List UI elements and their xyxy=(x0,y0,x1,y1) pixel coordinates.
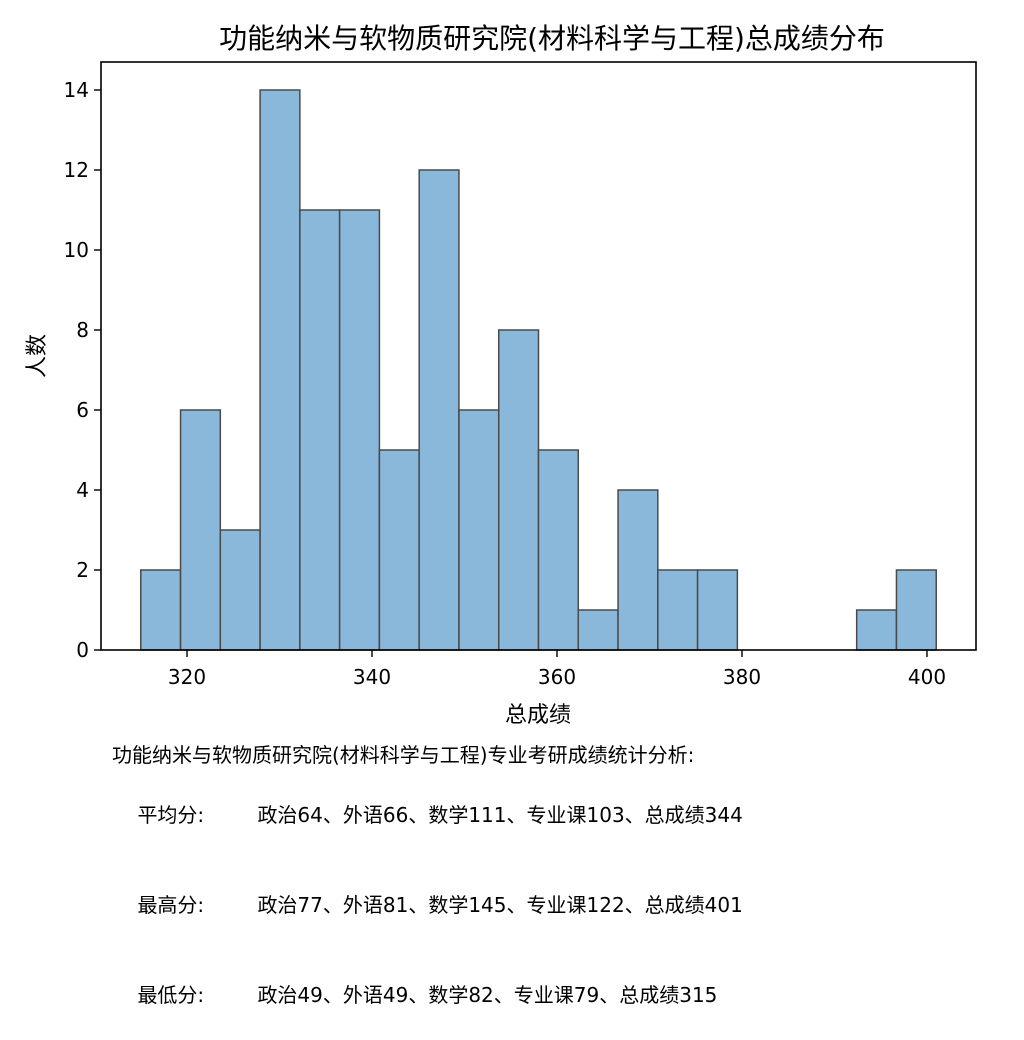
stats-values: 政治64、外语66、数学111、专业课103、总成绩344 xyxy=(257,803,743,827)
histogram-bar xyxy=(537,449,580,651)
histogram-chart: 功能纳米与软物质研究院(材料科学与工程)总成绩分布 320 340 360 380 40… xyxy=(25,22,977,728)
y-tick-label: 6 xyxy=(76,398,89,422)
y-tick-label: 8 xyxy=(76,318,89,342)
y-tick-label: 10 xyxy=(64,238,89,262)
histogram-bar xyxy=(696,569,739,651)
stats-row-max: 最高分: 政治77、外语81、数学145、专业课122、总成绩401 xyxy=(112,860,743,950)
x-tick-label: 360 xyxy=(538,665,576,689)
histogram-bar xyxy=(259,89,301,651)
y-tick-label: 4 xyxy=(76,478,89,502)
bars-group xyxy=(140,89,937,651)
x-axis-label: 总成绩 xyxy=(505,703,571,728)
histogram-bar xyxy=(418,169,460,651)
y-tick-label: 14 xyxy=(64,78,89,102)
plot-frame xyxy=(100,61,977,651)
chart-title: 功能纳米与软物质研究院(材料科学与工程)总成绩分布 xyxy=(219,22,885,55)
y-axis-label: 人数 xyxy=(25,334,50,378)
histogram-bar xyxy=(458,409,500,651)
histogram-bar xyxy=(179,409,222,651)
histogram-bar xyxy=(299,209,341,651)
stats-row-average: 平均分: 政治64、外语66、数学111、专业课103、总成绩344 xyxy=(112,770,743,860)
y-tick-label: 12 xyxy=(64,158,89,182)
stats-label: 最低分: xyxy=(137,983,205,1007)
x-tick-label: 340 xyxy=(353,665,391,689)
stats-row-min: 最低分: 政治49、外语49、数学82、专业课79、总成绩315 xyxy=(112,950,743,1040)
histogram-bar xyxy=(577,609,619,651)
x-axis: 320 340 360 380 400 xyxy=(168,650,946,689)
histogram-bar xyxy=(338,209,381,651)
histogram-bar xyxy=(497,329,540,651)
histogram-bar xyxy=(657,569,699,651)
stats-summary: 功能纳米与软物质研究院(材料科学与工程)专业考研成绩统计分析: 平均分: 政治64… xyxy=(112,740,743,1040)
y-axis: 0 2 4 6 8 10 12 14 xyxy=(64,78,101,662)
histogram-bar xyxy=(617,489,659,651)
histogram-bar xyxy=(378,449,420,651)
x-tick-label: 320 xyxy=(168,665,206,689)
stats-values: 政治77、外语81、数学145、专业课122、总成绩401 xyxy=(257,893,743,917)
histogram-bar xyxy=(855,609,898,651)
y-tick-label: 2 xyxy=(76,558,89,582)
stats-heading: 功能纳米与软物质研究院(材料科学与工程)专业考研成绩统计分析: xyxy=(112,743,695,767)
histogram-bar xyxy=(219,529,261,651)
stats-label: 平均分: xyxy=(137,803,205,827)
histogram-bar xyxy=(895,569,937,651)
stats-values: 政治49、外语49、数学82、专业课79、总成绩315 xyxy=(257,983,718,1007)
histogram-bar xyxy=(140,569,182,651)
x-tick-label: 400 xyxy=(908,665,946,689)
y-tick-label: 0 xyxy=(76,638,89,662)
x-tick-label: 380 xyxy=(723,665,761,689)
